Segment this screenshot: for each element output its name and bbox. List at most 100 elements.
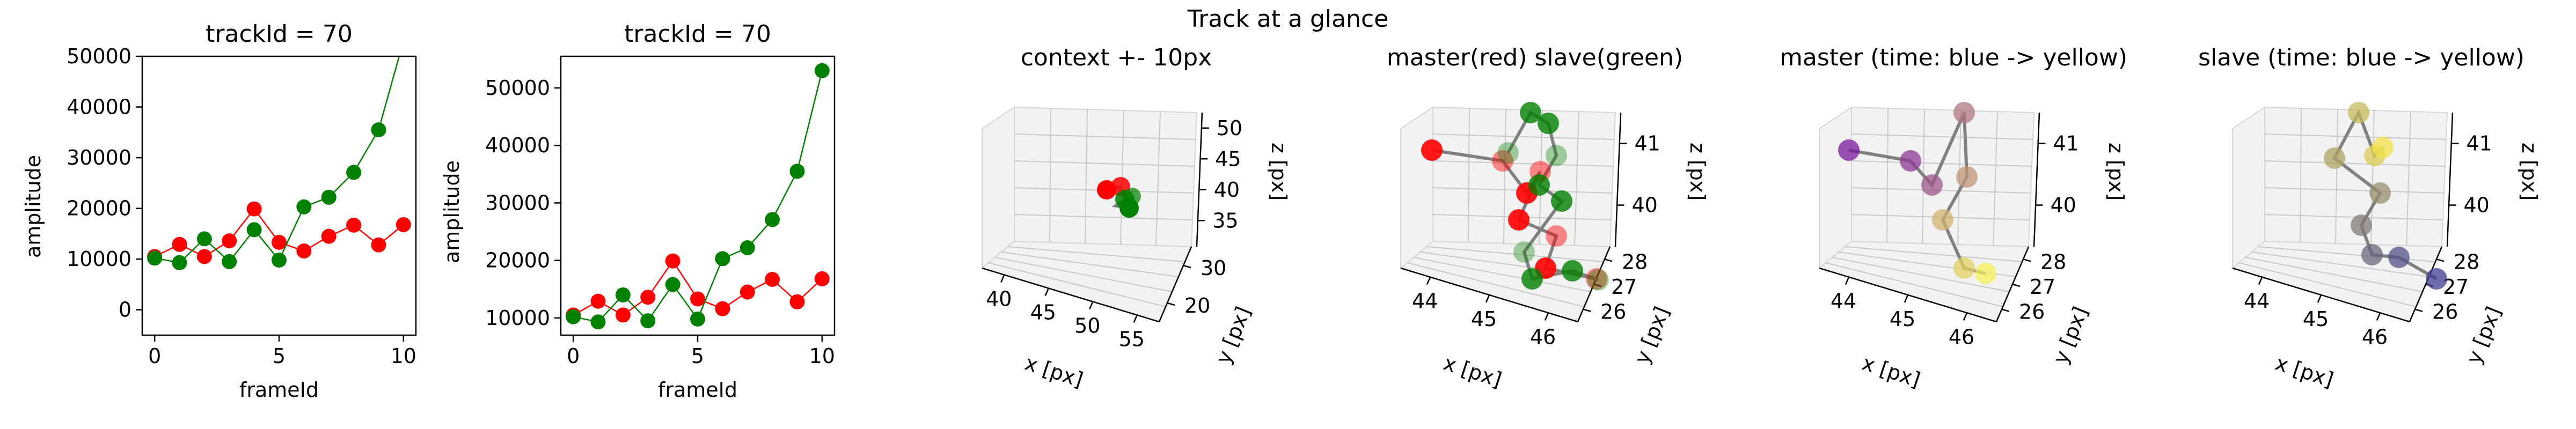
grid-line xyxy=(2335,109,2338,244)
track-point-2 xyxy=(1921,174,1943,196)
grid-line xyxy=(1014,134,1196,140)
x-tick-label: 0 xyxy=(148,344,161,368)
y-tick-mark xyxy=(1593,283,1602,287)
grid-line xyxy=(1574,111,1579,246)
series-1-point-8 xyxy=(346,165,362,180)
master-point-4 xyxy=(1508,209,1529,231)
x-tick-label: 46 xyxy=(1949,325,1974,349)
master-point-1 xyxy=(1492,150,1513,172)
track-point-8 xyxy=(2372,137,2394,158)
series-1-point-2 xyxy=(615,287,631,302)
grid-line xyxy=(1014,214,1193,220)
pane-left xyxy=(1400,106,1433,270)
chart-4-title: master(red) slave(green) xyxy=(1387,44,1683,71)
grid-line xyxy=(2264,160,2446,167)
grid-line xyxy=(1426,246,1604,262)
pane-left xyxy=(2232,106,2265,270)
x-tick-label: 0 xyxy=(567,344,580,368)
y-tick-label: 30 xyxy=(1201,256,1226,280)
series-1-point-3 xyxy=(222,254,237,269)
series-1-point-6 xyxy=(715,251,730,267)
x-axis-label: x [px] xyxy=(1441,351,1505,392)
x-axis-line xyxy=(982,267,1160,323)
series-0-point-4 xyxy=(246,201,262,217)
y-tick-label: 10000 xyxy=(67,247,131,271)
y-tick-label: 20 xyxy=(1184,294,1210,317)
y-tick-label: 20000 xyxy=(67,197,131,220)
track-point-2 xyxy=(2361,244,2383,265)
grid-line xyxy=(1049,108,1051,243)
grid-line xyxy=(2238,262,2417,307)
chart-2-xlabel: frameId xyxy=(658,378,737,402)
series-1-point-3 xyxy=(640,313,656,329)
series-1-point-7 xyxy=(321,189,336,205)
series-1-point-0 xyxy=(566,309,581,324)
y-tick-mark xyxy=(1167,302,1175,306)
x-tick-mark xyxy=(2258,277,2263,285)
z-axis-label: z [px] xyxy=(2518,143,2541,201)
y-tick-mark xyxy=(2414,308,2423,312)
y-axis-label: y [px] xyxy=(2462,304,2506,367)
grid-line xyxy=(1014,160,1195,167)
grid-line xyxy=(1413,257,1591,292)
y-tick-label: 27 xyxy=(2443,275,2469,299)
x-tick-mark xyxy=(1963,312,1968,321)
x-tick-label: 45 xyxy=(2303,307,2329,331)
grid-line xyxy=(1155,111,1161,246)
track-point-4 xyxy=(1956,166,1978,188)
master-point-0 xyxy=(1421,139,1443,161)
series-0-point-5 xyxy=(272,234,287,250)
grid-line xyxy=(2245,257,2423,292)
x-tick-mark xyxy=(1133,315,1138,323)
series-1-point-2 xyxy=(196,231,212,247)
y-tick-label: 26 xyxy=(2019,300,2045,324)
x-tick-label: 5 xyxy=(691,344,704,368)
series-0-point-7 xyxy=(321,228,336,244)
x-tick-mark xyxy=(1845,277,1850,285)
y-tick-label: 27 xyxy=(2030,275,2055,299)
x-tick-mark xyxy=(1544,312,1549,321)
series-1-point-10 xyxy=(814,63,830,78)
slave-point-7 xyxy=(1521,268,1543,290)
series-0-point-3 xyxy=(640,290,656,305)
y-tick-label: 50000 xyxy=(485,76,550,100)
x-tick-mark xyxy=(2317,294,2322,303)
axes-frame xyxy=(141,55,417,336)
track-point-5 xyxy=(1932,209,1953,231)
z-tick-label: 50 xyxy=(1217,116,1242,140)
series-1-point-10 xyxy=(396,34,411,49)
chart-1-title: trackId = 70 xyxy=(206,20,353,48)
chart-1-xlabel: frameId xyxy=(239,378,319,402)
grid-line xyxy=(1503,109,1506,244)
master-time-3d-chart: master (time: blue -> yellow) 44 45 46 x [p… xyxy=(1780,44,2128,392)
series-1-point-1 xyxy=(590,314,606,330)
figure-suptitle: Track at a glance xyxy=(1187,5,1389,33)
slave-time-3d-chart: slave (time: blue -> yellow) 44 45 46 x [px… xyxy=(2198,44,2541,392)
y-tick-label: 26 xyxy=(2432,300,2458,324)
x-tick-label: 44 xyxy=(1831,290,1856,313)
y-tick-label: 28 xyxy=(2454,250,2479,273)
z-tick-label: 35 xyxy=(1212,209,1238,232)
y-axis-label: y [px] xyxy=(1211,304,1255,367)
z-tick-label: 41 xyxy=(2053,132,2079,156)
slave-point-6 xyxy=(1513,241,1535,263)
z-tick-label: 41 xyxy=(1635,132,1660,156)
amplitude-chart-1: trackId = 70 frameId amplitude 0 5 10 0 1000… xyxy=(21,20,417,402)
y-tick-label: 28 xyxy=(2040,250,2066,273)
track-point-5 xyxy=(2324,147,2345,169)
x-tick-label: 46 xyxy=(1530,325,1556,349)
series-1-point-7 xyxy=(740,240,755,256)
grid-line xyxy=(1001,252,1179,277)
z-tick-label: 41 xyxy=(2467,132,2492,156)
series-line-1 xyxy=(154,56,400,264)
y-tick-label: 28 xyxy=(1622,250,1648,273)
series-1-point-5 xyxy=(690,311,705,327)
z-axis-line xyxy=(1614,112,1622,247)
grid-line xyxy=(1432,134,1615,140)
series-0-point-1 xyxy=(172,236,187,252)
series-0-point-4 xyxy=(665,253,680,269)
slave-point-2 xyxy=(1538,113,1559,134)
y-tick-label: 30000 xyxy=(67,146,131,169)
x-tick-label: 45 xyxy=(1030,301,1056,324)
z-tick-label: 45 xyxy=(1215,147,1241,171)
